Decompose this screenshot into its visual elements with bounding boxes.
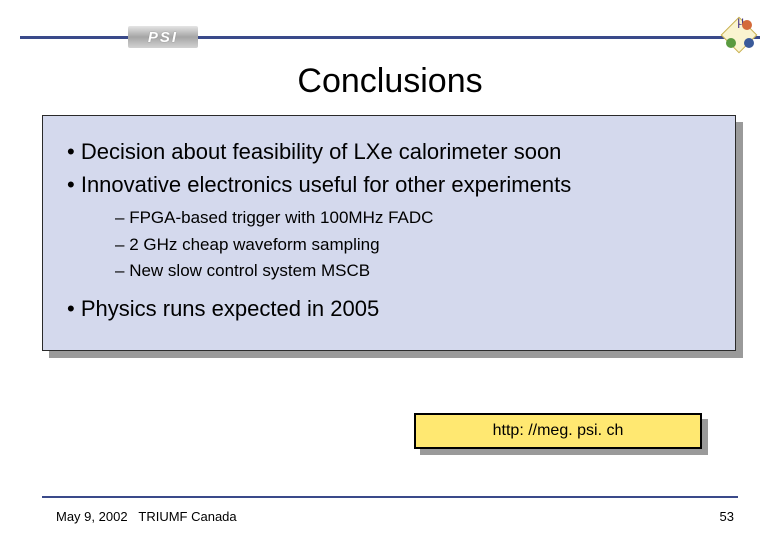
footer-date: May 9, 2002 [56, 509, 128, 524]
slide-title: Conclusions [0, 62, 780, 101]
bullet-item: Decision about feasibility of LXe calori… [67, 137, 719, 167]
sub-bullet-item: New slow control system MSCB [115, 258, 719, 284]
footer-page-number: 53 [720, 509, 734, 524]
footer-line [42, 496, 738, 498]
sub-bullet-list: FPGA-based trigger with 100MHz FADC 2 GH… [115, 205, 719, 284]
footer-place: TRIUMF Canada [138, 509, 236, 524]
experiment-logo: μ [722, 18, 760, 56]
content-box: Decision about feasibility of LXe calori… [42, 115, 736, 351]
sub-bullet-item: 2 GHz cheap waveform sampling [115, 232, 719, 258]
bullet-item: Innovative electronics useful for other … [67, 170, 719, 200]
url-box: http: //meg. psi. ch [414, 413, 702, 449]
footer-left: May 9, 2002 TRIUMF Canada [56, 509, 237, 524]
psi-logo: PSI [128, 26, 198, 48]
bullet-item: Physics runs expected in 2005 [67, 294, 719, 324]
header-bar: PSI μ [20, 28, 760, 46]
url-text: http: //meg. psi. ch [493, 422, 624, 440]
sub-bullet-item: FPGA-based trigger with 100MHz FADC [115, 205, 719, 231]
